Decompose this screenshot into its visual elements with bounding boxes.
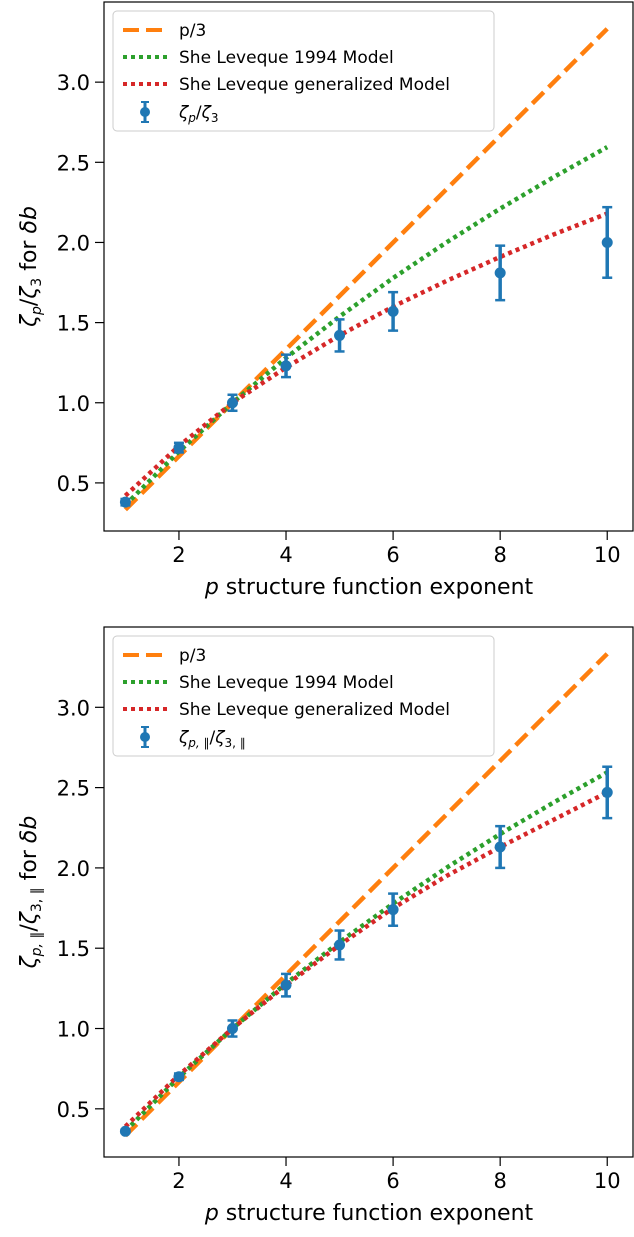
top-data-point	[226, 393, 238, 413]
data-marker	[119, 496, 131, 508]
bottom-series-she-leveque-generalized	[123, 790, 609, 1129]
top-legend: p/3 She Leveque 1994 Model She Leveque g…	[112, 10, 495, 132]
bottom-data-point	[226, 1019, 238, 1038]
data-marker	[280, 360, 292, 372]
data-marker	[119, 1125, 131, 1137]
top-y-tick-label: 3.0	[57, 71, 90, 95]
bottom-data-point	[334, 929, 346, 961]
data-marker	[387, 305, 399, 317]
top-y-axis-label: ζp/ζ3 for δb	[17, 206, 45, 328]
data-marker	[173, 1071, 185, 1083]
bottom-y-tick-label: 2.5	[57, 777, 90, 801]
bottom-legend-box	[112, 635, 495, 757]
bottom-legend-label-measured: ζp, ∥/ζ3, ∥	[178, 728, 246, 750]
data-marker	[334, 939, 346, 951]
bottom-legend-label-she-leveque-generalized: She Leveque generalized Model	[179, 700, 450, 720]
bottom-legend-label-p-over-3: p/3	[179, 646, 206, 666]
bottom-chart: 2 4 6 8 10 0.5 1.0 1.5 2.0 2.5 3.0 p/3 She Leveque…	[17, 626, 634, 1226]
bottom-data-point	[494, 824, 506, 870]
top-legend-label-measured: ζp/ζ3	[178, 103, 219, 125]
bottom-y-tick-label: 3.0	[57, 696, 90, 720]
bottom-x-tick-label: 10	[594, 1169, 621, 1193]
bottom-x-tick-label: 4	[279, 1169, 292, 1193]
data-marker	[494, 841, 506, 853]
bottom-legend: p/3 She Leveque 1994 Model She Leveque g…	[112, 635, 495, 757]
data-marker	[173, 442, 185, 454]
data-marker	[387, 904, 399, 916]
top-legend-swatch-marker	[140, 107, 150, 117]
top-y-tick-label: 1.0	[57, 392, 90, 416]
top-plot-frame	[103, 1, 634, 532]
top-data-point	[334, 318, 346, 353]
top-legend-label-she-leveque-generalized: She Leveque generalized Model	[179, 75, 450, 95]
top-y-tick-label: 2.0	[57, 231, 90, 255]
top-x-tick-label: 4	[279, 543, 292, 567]
bottom-series	[123, 652, 609, 1138]
top-legend-label-she-leveque-1994: She Leveque 1994 Model	[179, 48, 394, 68]
top-series-p-over-3	[123, 27, 609, 512]
bottom-data-point	[387, 892, 399, 927]
bottom-data-point	[173, 1071, 185, 1083]
bottom-series-p-over-3	[123, 652, 609, 1138]
top-data-point	[280, 353, 292, 379]
top-series	[123, 27, 609, 512]
bottom-ticks: 2 4 6 8 10 0.5 1.0 1.5 2.0 2.5 3.0	[57, 696, 621, 1193]
top-x-tick-label: 8	[493, 543, 506, 567]
top-chart: 2 4 6 8 10 0.5 1.0 1.5 2.0 2.5 3.0 p/3 She Leveque…	[17, 1, 634, 600]
top-legend-box	[112, 10, 495, 132]
bottom-y-tick-label: 1.5	[57, 937, 90, 961]
bottom-data-point	[280, 972, 292, 998]
data-marker	[601, 236, 613, 248]
top-data-point	[387, 290, 399, 332]
top-x-axis-label: p structure function exponent	[204, 575, 534, 600]
top-y-tick-label: 2.5	[57, 151, 90, 175]
bottom-y-tick-label: 0.5	[57, 1098, 90, 1122]
bottom-x-tick-label: 6	[386, 1169, 399, 1193]
bottom-y-tick-label: 1.0	[57, 1018, 90, 1042]
data-marker	[226, 397, 238, 409]
data-marker	[280, 979, 292, 991]
top-legend-label-p-over-3: p/3	[179, 21, 206, 41]
top-data-point	[173, 441, 185, 454]
data-marker	[494, 267, 506, 279]
top-y-tick-label: 1.5	[57, 312, 90, 336]
data-marker	[226, 1023, 238, 1035]
top-series-she-leveque-1994	[123, 145, 609, 507]
bottom-data-point	[119, 1125, 131, 1137]
bottom-y-axis-label: ζp, ∥/ζ3, ∥ for δb	[17, 816, 45, 970]
bottom-data-points	[119, 765, 613, 1137]
bottom-x-tick-label: 8	[493, 1169, 506, 1193]
top-ticks: 2 4 6 8 10 0.5 1.0 1.5 2.0 2.5 3.0	[57, 71, 621, 567]
top-x-tick-label: 2	[172, 543, 185, 567]
bottom-x-axis-label: p structure function exponent	[204, 1201, 534, 1226]
bottom-legend-label-she-leveque-1994: She Leveque 1994 Model	[179, 673, 394, 693]
bottom-data-point	[601, 765, 613, 820]
top-series-she-leveque-generalized	[123, 211, 609, 498]
bottom-legend-swatch-marker	[140, 732, 150, 742]
top-x-tick-label: 10	[594, 543, 621, 567]
bottom-plot-frame	[103, 626, 634, 1158]
top-x-tick-label: 6	[386, 543, 399, 567]
top-data-point	[494, 244, 506, 302]
top-y-tick-label: 0.5	[57, 472, 90, 496]
bottom-x-tick-label: 2	[172, 1169, 185, 1193]
bottom-y-tick-label: 2.0	[57, 857, 90, 881]
top-data-point	[119, 496, 131, 508]
data-marker	[601, 786, 613, 798]
bottom-series-she-leveque-1994	[123, 770, 609, 1133]
data-marker	[334, 329, 346, 341]
top-data-points	[119, 205, 613, 508]
top-data-point	[601, 205, 613, 279]
